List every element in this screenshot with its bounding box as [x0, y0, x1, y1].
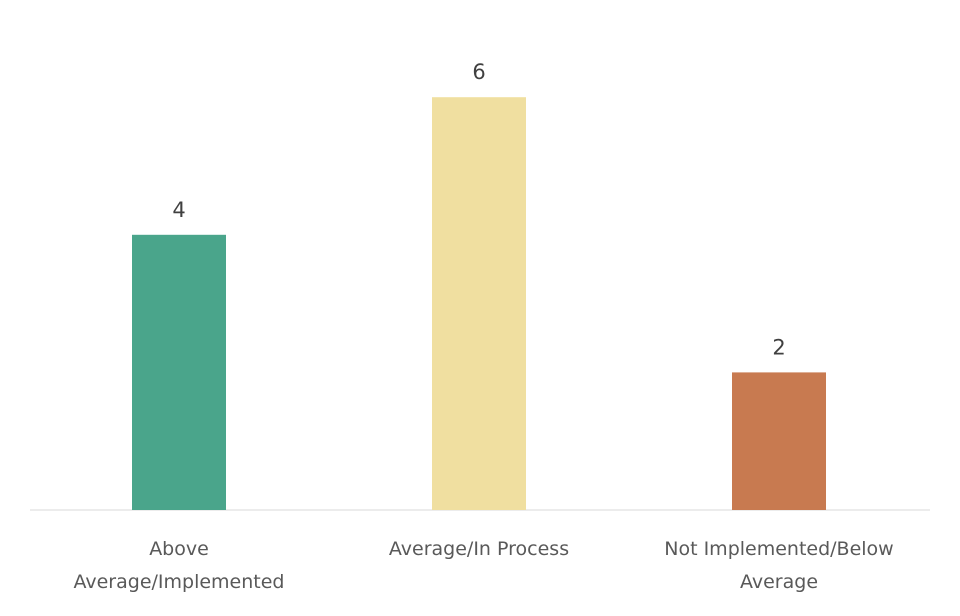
- data-labels-layer: 4 6 2: [172, 60, 785, 359]
- category-label-2-line-1: Average: [740, 571, 818, 593]
- bar-2: [732, 372, 826, 510]
- data-label-2: 2: [772, 335, 785, 359]
- category-label-0-line-1: Average/Implemented: [73, 571, 284, 593]
- category-labels-layer: Above Average/Implemented Average/In Proce…: [73, 538, 893, 593]
- category-label-2-line-0: Not Implemented/Below: [664, 538, 893, 560]
- category-label-1-line-0: Average/In Process: [389, 538, 569, 560]
- bar-1: [432, 97, 526, 510]
- data-label-1: 6: [472, 60, 485, 84]
- category-label-0-line-0: Above: [149, 538, 209, 560]
- data-label-0: 4: [172, 198, 185, 222]
- bars-layer: [132, 97, 826, 511]
- bar-0: [132, 234, 226, 511]
